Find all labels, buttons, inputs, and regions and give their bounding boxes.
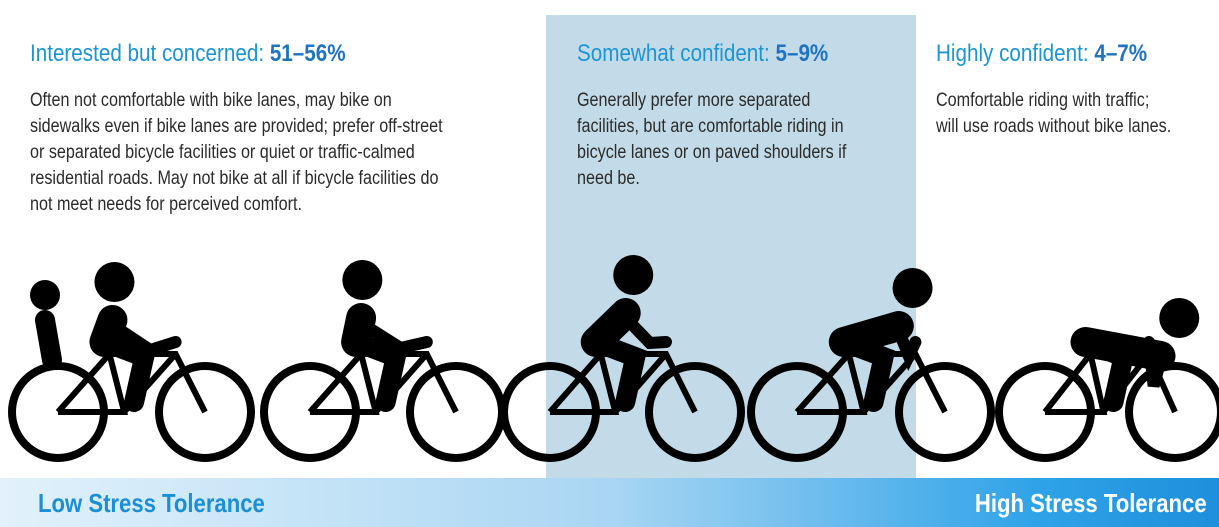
description-line: will use roads without bike lanes.: [936, 116, 1172, 137]
group-heading: Highly confident: 4–7%: [936, 40, 1174, 74]
description-line: need be.: [577, 168, 640, 189]
group-heading: Interested but concerned: 51–56%: [30, 40, 448, 74]
arm: [892, 325, 922, 372]
head: [613, 255, 654, 295]
cyclists: [8, 255, 1219, 462]
group-share: 4–7%: [1094, 40, 1148, 67]
scale-high: High Stress Tolerance: [975, 488, 1207, 518]
leg: [346, 332, 408, 412]
description-line: Often not comfortable with bike lanes, m…: [30, 90, 392, 111]
child-head: [30, 280, 60, 310]
group-description: Often not comfortable with bike lanes, m…: [30, 88, 515, 218]
wheel: [155, 362, 255, 462]
group-label: Interested but concerned:: [30, 40, 265, 67]
group-description: Generally prefer more separated facilitie…: [577, 88, 894, 192]
highlight-panel: [546, 15, 916, 478]
leg: [1075, 332, 1136, 412]
description-line: not meet needs for perceived comfort.: [30, 194, 302, 215]
description-line: residential roads. May not bike at all i…: [30, 168, 439, 189]
wheel: [645, 362, 745, 462]
description-line: or separated bicycle facilities or quiet…: [30, 142, 415, 163]
leg: [585, 332, 647, 412]
head: [342, 260, 383, 300]
description-line: facilities, but are comfortable riding i…: [577, 116, 844, 137]
group-description: Comfortable riding with traffic; will use…: [936, 88, 1213, 140]
arm: [355, 317, 433, 355]
head: [1159, 298, 1200, 338]
wheel: [895, 362, 995, 462]
description-line: Generally prefer more separated: [577, 90, 811, 111]
leg: [833, 332, 896, 412]
stress-scale: Low Stress Tolerance High Stress Toleran…: [0, 478, 1219, 527]
group-label: Somewhat confident:: [577, 40, 770, 67]
head: [892, 268, 933, 308]
description-line: sidewalks even if bike lanes are provide…: [30, 116, 443, 137]
leg: [94, 332, 156, 412]
scale-low: Low Stress Tolerance: [38, 488, 265, 518]
group: Interested but concerned: 51–56% Often no…: [30, 40, 515, 218]
description-line: bicycle lanes or on paved shoulders if: [577, 142, 847, 163]
group: Highly confident: 4–7% Comfortable riding…: [936, 40, 1213, 140]
group: Somewhat confident: 5–9% Generally prefer…: [577, 40, 894, 192]
description-line: Comfortable riding with traffic;: [936, 90, 1150, 111]
group-share: 5–9%: [775, 40, 829, 67]
head: [94, 262, 135, 302]
group-share: 51–56%: [269, 40, 346, 67]
arm: [1143, 336, 1167, 388]
wheel: [1125, 362, 1219, 462]
arm: [619, 312, 672, 350]
group-label: Highly confident:: [936, 40, 1089, 67]
child-body: [35, 310, 62, 370]
group-heading: Somewhat confident: 5–9%: [577, 40, 849, 74]
arm: [106, 319, 182, 357]
